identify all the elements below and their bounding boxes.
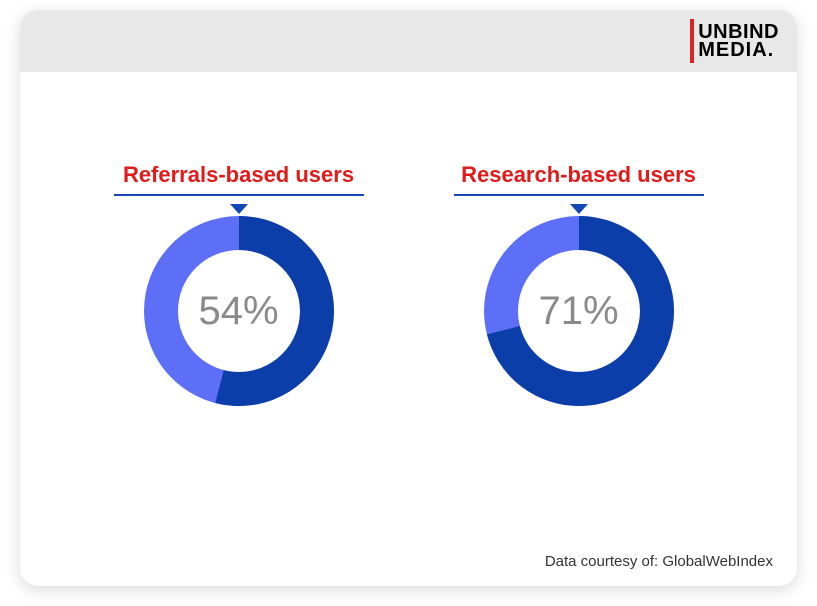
chart-referrals: Referrals-based users 54% xyxy=(114,162,364,406)
chart-pointer-icon xyxy=(570,204,588,214)
donut-center-label: 54% xyxy=(144,216,334,406)
logo-text: UNBIND MEDIA. xyxy=(698,23,779,60)
chart-underline xyxy=(454,194,704,196)
logo-accent-bar xyxy=(690,19,694,63)
header-bar: UNBIND MEDIA. xyxy=(20,10,797,72)
donut-chart: 54% xyxy=(144,216,334,406)
infographic-card: UNBIND MEDIA. Referrals-based users 54% … xyxy=(20,10,797,586)
donut-chart: 71% xyxy=(484,216,674,406)
attribution-text: Data courtesy of: GlobalWebIndex xyxy=(545,553,773,570)
charts-row: Referrals-based users 54% Research-based… xyxy=(20,162,797,406)
chart-pointer-icon xyxy=(230,204,248,214)
chart-title: Referrals-based users xyxy=(117,162,360,194)
logo-line2: MEDIA. xyxy=(698,41,779,59)
donut-center-label: 71% xyxy=(484,216,674,406)
chart-underline xyxy=(114,194,364,196)
chart-research: Research-based users 71% xyxy=(454,162,704,406)
brand-logo: UNBIND MEDIA. xyxy=(690,16,779,66)
chart-title: Research-based users xyxy=(455,162,702,194)
